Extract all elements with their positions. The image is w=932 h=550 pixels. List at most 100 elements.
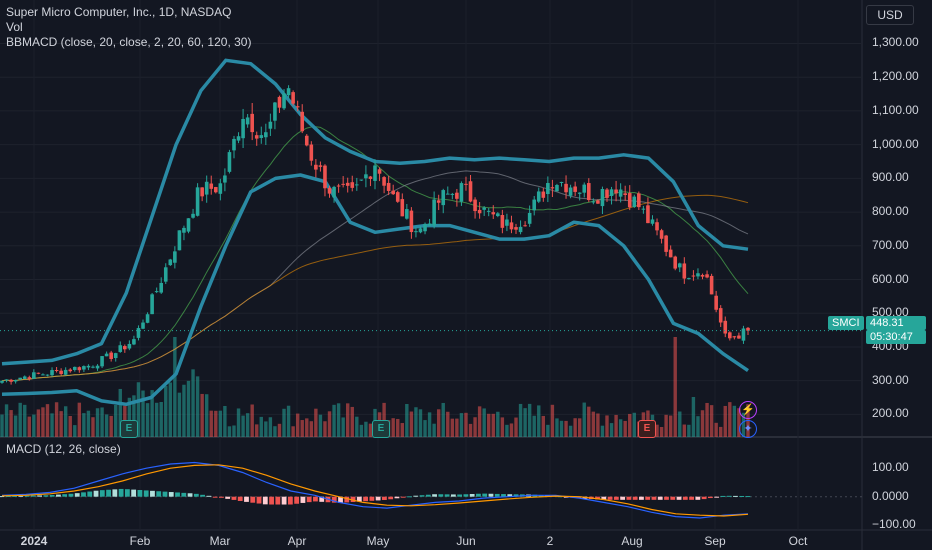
volume-bar [277,423,282,437]
candle-body [68,369,73,372]
volume-bar [400,423,404,437]
macd-histogram-bar [620,496,626,500]
volume-bar [264,421,268,437]
volume-bar [668,415,673,437]
volume-bar [273,426,277,437]
candle-body [614,189,618,194]
currency-button[interactable]: USD [866,5,914,25]
macd-histogram-bar [356,496,362,502]
candle-body [209,183,214,189]
macd-histogram-bar [294,496,300,504]
macd-histogram-bar [601,496,607,500]
volume-bar [355,416,359,437]
price-tick-label: 500.00 [872,305,909,320]
volume-bar [564,420,568,437]
volume-bar [268,417,273,437]
macd-histogram-bar [463,494,469,497]
candle-body [400,199,405,217]
volume-bar [214,410,218,437]
candle-body [123,346,127,350]
volume-bar [314,408,318,437]
candle-body [623,193,627,195]
candle-body [32,372,36,379]
volume-bar [295,413,300,437]
candle-body [705,274,709,278]
candle-body [359,179,364,181]
volume-bar [336,403,341,437]
macd-histogram-bar [682,496,688,500]
candle-body [295,106,300,108]
volume-bar [614,414,618,437]
volume-bar [737,408,741,437]
volume-bar [436,409,441,437]
candle-body [150,294,154,315]
macd-histogram-bar [419,495,425,497]
time-tick-label: Sep [704,534,726,548]
earnings-marker[interactable]: E [372,420,390,438]
candle-body [668,249,673,258]
earnings-marker[interactable]: E [638,420,656,438]
volume-bar [195,376,200,437]
price-tick-label: 800.00 [872,204,909,219]
volume-bar [300,420,304,437]
volume-bar [154,402,159,437]
candle-body [118,345,123,352]
candle-body [582,184,587,193]
macd-histogram-bar [513,494,519,497]
volume-bar [555,418,559,437]
candle-body [500,215,505,228]
macd-histogram-bar [137,490,143,497]
candle-body [700,274,705,277]
earnings-marker[interactable]: E [120,420,138,438]
candle-body [204,181,209,195]
candle-body [77,367,82,371]
volume-bar [714,422,718,437]
volume-bar [368,423,373,437]
volume-bar [573,418,577,437]
volume-bar [45,404,50,437]
candle-body [0,380,4,383]
volume-bar [54,402,59,437]
volume-bar [491,413,495,437]
volume-bar [632,412,636,437]
candle-body [432,199,436,226]
candle-body [514,227,518,230]
time-tick-label: 2 [546,534,554,548]
candle-body [109,352,113,359]
macd-histogram-bar [118,488,124,497]
symbol-title: Super Micro Computer, Inc., 1D, NASDAQ [6,5,232,19]
candle-body [386,182,391,191]
volume-bar [477,406,482,437]
macd-histogram-bar [225,496,231,499]
volume-bar [232,425,236,437]
volume-bar [223,405,227,437]
volume-bar [282,408,286,437]
macd-histogram-bar [256,496,262,504]
volume-bar [532,415,536,437]
volume-bar [164,385,168,437]
volume-bar [109,415,113,437]
candle-body [218,183,223,194]
lightning-icon[interactable]: ⚡ [739,401,757,419]
sparkle-icon[interactable]: ✦ [739,420,757,438]
volume-bar [546,424,550,437]
volume-bar [628,413,632,437]
price-tick-label: 1,300.00 [872,35,919,50]
macd-histogram-bar [56,494,61,497]
volume-bar [582,402,586,437]
last-price-tag: 448.31 [866,316,926,330]
candle-body [336,185,341,187]
macd-histogram-bar [112,489,118,497]
macd-histogram-bar [394,496,400,499]
macd-histogram-bar [87,491,93,497]
macd-histogram-bar [733,495,738,497]
candle-body [468,181,473,202]
candle-body [350,182,355,188]
volume-bar [136,382,141,437]
volume-bar [327,411,332,437]
candle-body [682,263,687,279]
volume-bar [245,413,250,437]
volume-bar [473,417,477,437]
volume-bar [141,390,145,437]
